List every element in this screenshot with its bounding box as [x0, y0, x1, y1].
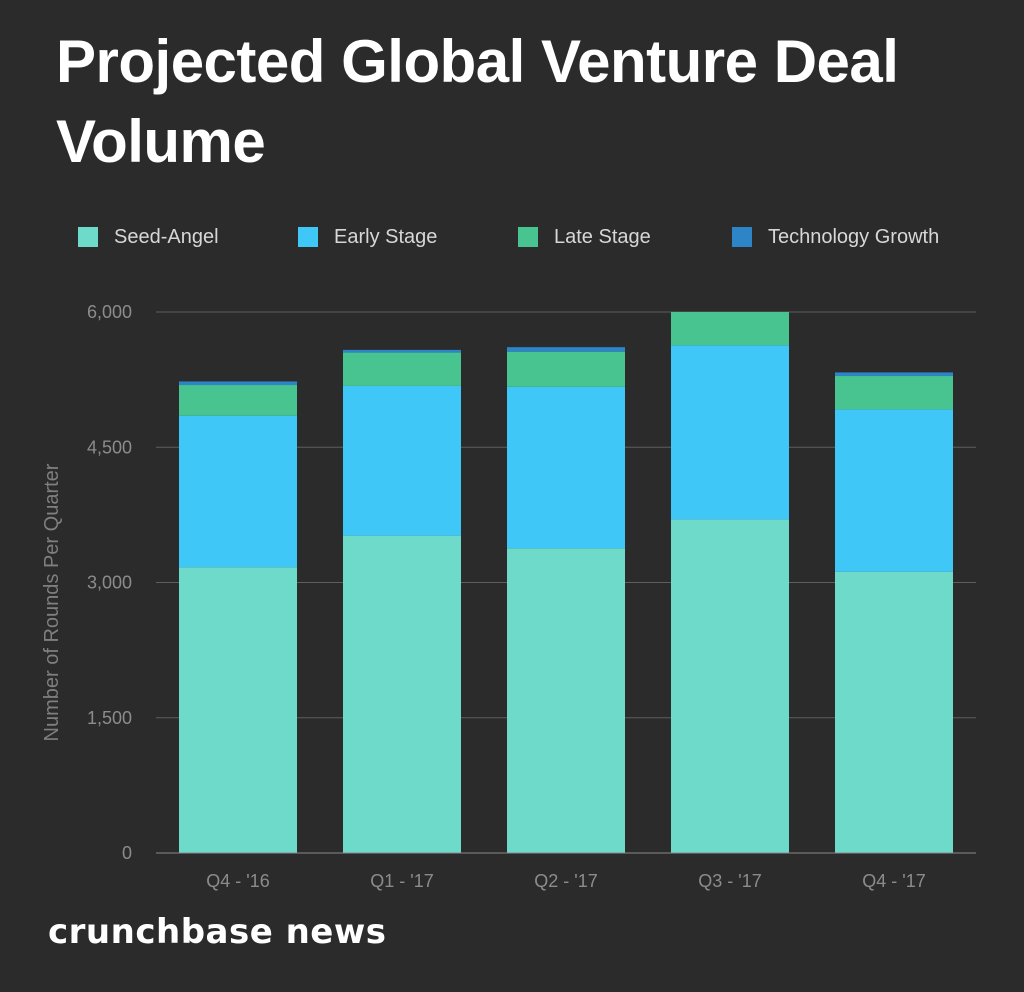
x-tick-label: Q1 - '17	[370, 871, 433, 891]
y-axis-label: Number of Rounds Per Quarter	[41, 463, 63, 741]
crunchbase-news-logo: crunchbase news	[48, 912, 387, 952]
legend-item-early-stage: Early Stage	[298, 222, 437, 252]
bar-technology-growth	[179, 381, 297, 386]
bar-seed-angel	[179, 567, 297, 853]
bar-late-stage	[835, 376, 953, 410]
y-tick-label: 3,000	[87, 573, 132, 593]
bar-late-stage	[343, 352, 461, 386]
legend-swatch-seed-angel	[78, 227, 98, 247]
bar-technology-growth	[507, 347, 625, 352]
x-tick-label: Q3 - '17	[698, 871, 761, 891]
bar-late-stage	[179, 385, 297, 416]
y-tick-label: 1,500	[87, 708, 132, 728]
y-tick-label: 0	[122, 843, 132, 863]
legend-item-technology-growth: Technology Growth	[732, 222, 939, 252]
bar-early-stage	[507, 386, 625, 549]
bar-late-stage	[507, 351, 625, 387]
x-tick-label: Q4 - '16	[206, 871, 269, 891]
bar-early-stage	[343, 385, 461, 536]
legend-item-seed-angel: Seed-Angel	[78, 222, 219, 252]
bar-technology-growth	[343, 349, 461, 353]
legend-swatch-technology-growth	[732, 227, 752, 247]
bar-early-stage	[671, 345, 789, 520]
legend-label-technology-growth: Technology Growth	[768, 225, 940, 248]
bar-seed-angel	[671, 519, 789, 853]
chart-title: Projected Global Venture Deal Volume	[56, 28, 899, 175]
bar-early-stage	[835, 409, 953, 572]
bar-seed-angel	[343, 535, 461, 853]
legend-label-seed-angel: Seed-Angel	[114, 225, 219, 248]
y-tick-label: 6,000	[87, 302, 132, 322]
legend-swatch-early-stage	[298, 227, 318, 247]
bar-technology-growth	[835, 372, 953, 377]
x-tick-label: Q4 - '17	[862, 871, 925, 891]
y-tick-label: 4,500	[87, 437, 132, 457]
bar-seed-angel	[835, 571, 953, 853]
x-tick-label: Q2 - '17	[534, 871, 597, 891]
legend-label-early-stage: Early Stage	[334, 225, 438, 248]
legend: Seed-Angel Early Stage Late Stage Techno…	[78, 222, 978, 252]
legend-swatch-late-stage	[518, 227, 538, 247]
bar-seed-angel	[507, 548, 625, 853]
legend-item-late-stage: Late Stage	[518, 222, 651, 252]
bar-early-stage	[179, 415, 297, 568]
bar-late-stage	[671, 312, 789, 346]
legend-label-late-stage: Late Stage	[554, 225, 651, 248]
